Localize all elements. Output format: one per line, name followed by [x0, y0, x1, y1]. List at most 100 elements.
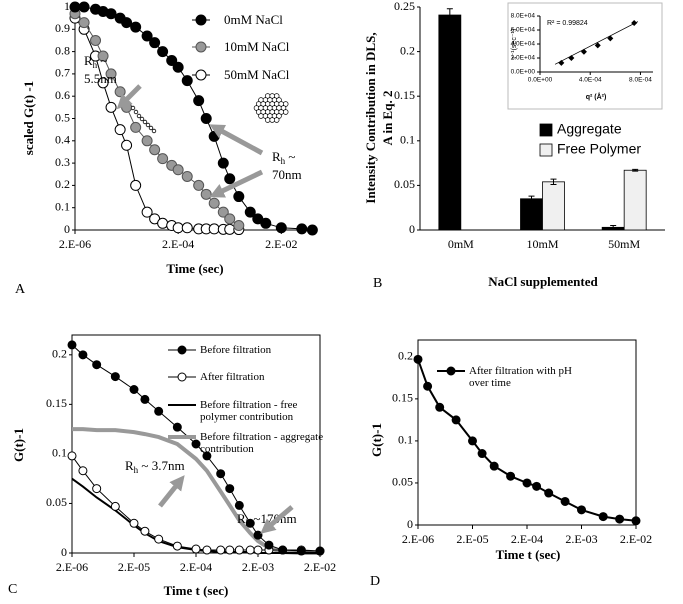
data-point [172, 541, 182, 551]
data-point [217, 157, 229, 169]
aggregate-icon [264, 117, 271, 123]
data-point [140, 526, 150, 536]
legend-swatch [195, 69, 207, 81]
data-point [193, 179, 205, 191]
data-point [130, 179, 142, 191]
data-point [522, 478, 532, 488]
data-point [217, 206, 229, 218]
legend-label: Free Polymer [557, 141, 641, 157]
data-point [568, 55, 575, 61]
y-tick-label: 0.2 [55, 177, 70, 191]
data-point [315, 546, 325, 556]
data-point [202, 545, 212, 555]
error-bar [446, 8, 453, 22]
data-point [149, 144, 161, 156]
y-axis-title: Intensity Contribution in DLS, [363, 32, 378, 203]
data-point [200, 113, 212, 124]
panel-label: B [373, 276, 382, 291]
arrow [116, 84, 142, 110]
polymer-icon [136, 113, 142, 119]
y-tick-label: 0.7 [55, 66, 70, 80]
data-point [110, 372, 120, 382]
y-axis-title: G(t)-1 [11, 428, 26, 462]
aggregate-icon [276, 113, 282, 119]
bar [623, 169, 647, 231]
data-point [580, 48, 587, 55]
y-tick-label: 0.15 [46, 396, 67, 410]
data-point [245, 518, 255, 528]
data-point [97, 77, 109, 89]
annotation-text: ~ [285, 149, 295, 164]
legend-swatch [195, 14, 207, 26]
aggregate-icon [258, 113, 264, 119]
data-point [172, 164, 184, 176]
data-point [598, 512, 608, 522]
y-tick-label: 2.0E+04 [511, 55, 536, 62]
data-point [191, 439, 201, 449]
data-point [245, 545, 255, 555]
data-point [216, 545, 226, 555]
aggregate-icon [273, 117, 280, 123]
data-point [157, 217, 169, 229]
data-point [253, 530, 263, 540]
data-point [67, 451, 77, 461]
data-point [225, 545, 235, 555]
x-tick-label: 0mM [448, 237, 474, 251]
aggregate-icon [269, 117, 275, 123]
bar [542, 181, 565, 231]
y-tick-label: 0.2 [52, 347, 67, 361]
data-point [216, 469, 226, 479]
y-tick-label: 0.5 [55, 110, 70, 124]
annotation-subscript: h [93, 60, 98, 70]
annotation: Rh ~ [272, 149, 295, 166]
data-point [157, 46, 169, 58]
y-tick-label: 0.4 [55, 133, 70, 147]
data-point [141, 30, 153, 42]
data-point [234, 545, 244, 555]
y-tick-label: 0.2 [400, 43, 415, 57]
x-tick-label: 2.E-06 [59, 237, 91, 251]
data-point [121, 139, 133, 151]
legend-swatch [446, 366, 456, 376]
data-point [92, 360, 102, 370]
polymer-icon [142, 119, 148, 125]
series-line [417, 358, 637, 522]
arrow [158, 475, 185, 508]
data-point [275, 222, 287, 234]
arrow [209, 124, 264, 156]
data-point [157, 153, 169, 165]
y-tick-label: 0 [61, 545, 67, 559]
data-point [260, 217, 272, 229]
error-bar [528, 195, 535, 202]
inset-frame [507, 2, 663, 110]
x-tick-label: 2.E-04 [180, 560, 212, 574]
data-point [468, 436, 477, 446]
data-point [78, 466, 88, 476]
x-tick-label: 10mM [526, 237, 558, 251]
polymer-icon [151, 128, 157, 134]
data-point [615, 514, 625, 524]
legend-swatch [539, 143, 553, 157]
y-axis-title: A in Eq. 2 [380, 91, 395, 146]
data-point [129, 518, 139, 528]
data-point [233, 220, 245, 232]
data-point [296, 546, 306, 556]
data-point [114, 124, 126, 136]
error-bar [550, 178, 557, 186]
x-tick-label: 2.E-03 [565, 532, 597, 546]
y-axis-title: τ⁻¹(sec⁻¹) [511, 29, 518, 59]
x-tick-label: 2.E-06 [56, 560, 88, 574]
y-tick-label: 0.8 [55, 43, 70, 57]
data-point [154, 534, 164, 544]
y-tick-label: 8.0E+04 [511, 13, 536, 20]
y-tick-label: 0 [407, 517, 413, 531]
data-point [67, 340, 77, 350]
data-point [172, 222, 184, 234]
y-tick-label: 0.1 [400, 133, 415, 147]
error-bar [610, 225, 617, 230]
x-axis-title: NaCl supplemented [488, 274, 598, 289]
annotation-text: 70nm [272, 167, 302, 182]
x-axis-title: Time (sec) [166, 261, 223, 276]
data-point [577, 505, 586, 515]
